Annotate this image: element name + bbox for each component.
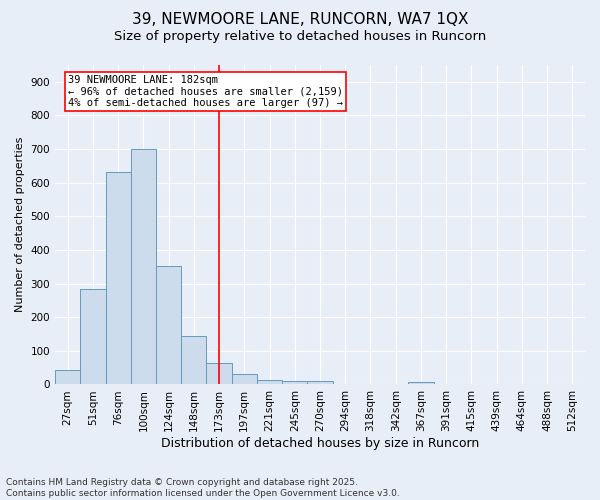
Bar	[106, 172, 131, 384]
Bar	[181, 336, 206, 384]
Bar	[282, 381, 307, 384]
Y-axis label: Number of detached properties: Number of detached properties	[15, 137, 25, 312]
Bar	[206, 362, 232, 384]
Bar	[307, 381, 332, 384]
Bar	[232, 374, 257, 384]
Bar	[80, 290, 106, 384]
Bar	[55, 370, 80, 384]
Text: Contains HM Land Registry data © Crown copyright and database right 2025.
Contai: Contains HM Land Registry data © Crown c…	[6, 478, 400, 498]
Text: 39, NEWMOORE LANE, RUNCORN, WA7 1QX: 39, NEWMOORE LANE, RUNCORN, WA7 1QX	[132, 12, 468, 28]
Bar	[156, 266, 181, 384]
Text: Size of property relative to detached houses in Runcorn: Size of property relative to detached ho…	[114, 30, 486, 43]
Bar	[409, 382, 434, 384]
Bar	[131, 149, 156, 384]
Bar	[257, 380, 282, 384]
X-axis label: Distribution of detached houses by size in Runcorn: Distribution of detached houses by size …	[161, 437, 479, 450]
Text: 39 NEWMOORE LANE: 182sqm
← 96% of detached houses are smaller (2,159)
4% of semi: 39 NEWMOORE LANE: 182sqm ← 96% of detach…	[68, 75, 343, 108]
